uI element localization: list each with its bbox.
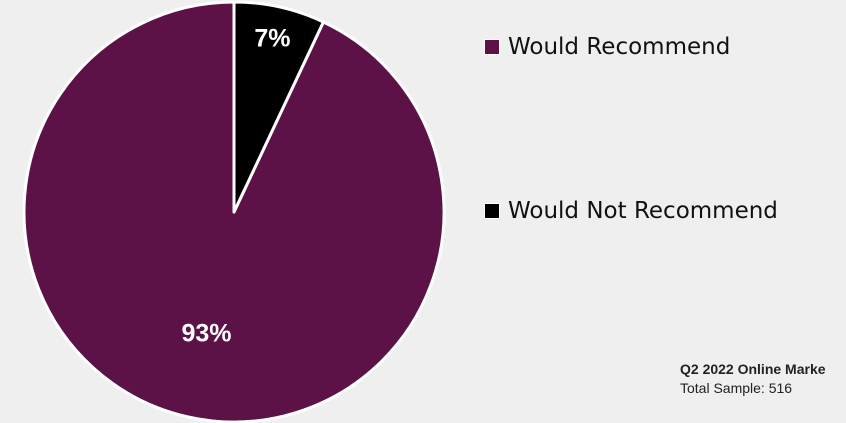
legend-label: Would Not Recommend (508, 198, 778, 224)
legend-swatch-would-not-recommend (484, 203, 500, 219)
footnote-title: Q2 2022 Online Marke (680, 361, 826, 377)
legend: Would Recommend Would Not Recommend (484, 0, 846, 300)
pie-slice-would-not-recommend (232, 0, 325, 214)
legend-item-would-recommend: Would Recommend (484, 34, 730, 60)
pie-label-would-recommend: 93% (181, 320, 231, 348)
pie-label-would-not-recommend: 7% (254, 24, 290, 52)
legend-label: Would Recommend (508, 34, 731, 60)
footnote-sample-size: Total Sample: 516 (680, 380, 793, 396)
footnote: Q2 2022 Online Marke Total Sample: 516 (680, 360, 846, 398)
legend-item-would-not-recommend: Would Not Recommend (484, 198, 778, 224)
legend-swatch-would-recommend (484, 39, 500, 55)
